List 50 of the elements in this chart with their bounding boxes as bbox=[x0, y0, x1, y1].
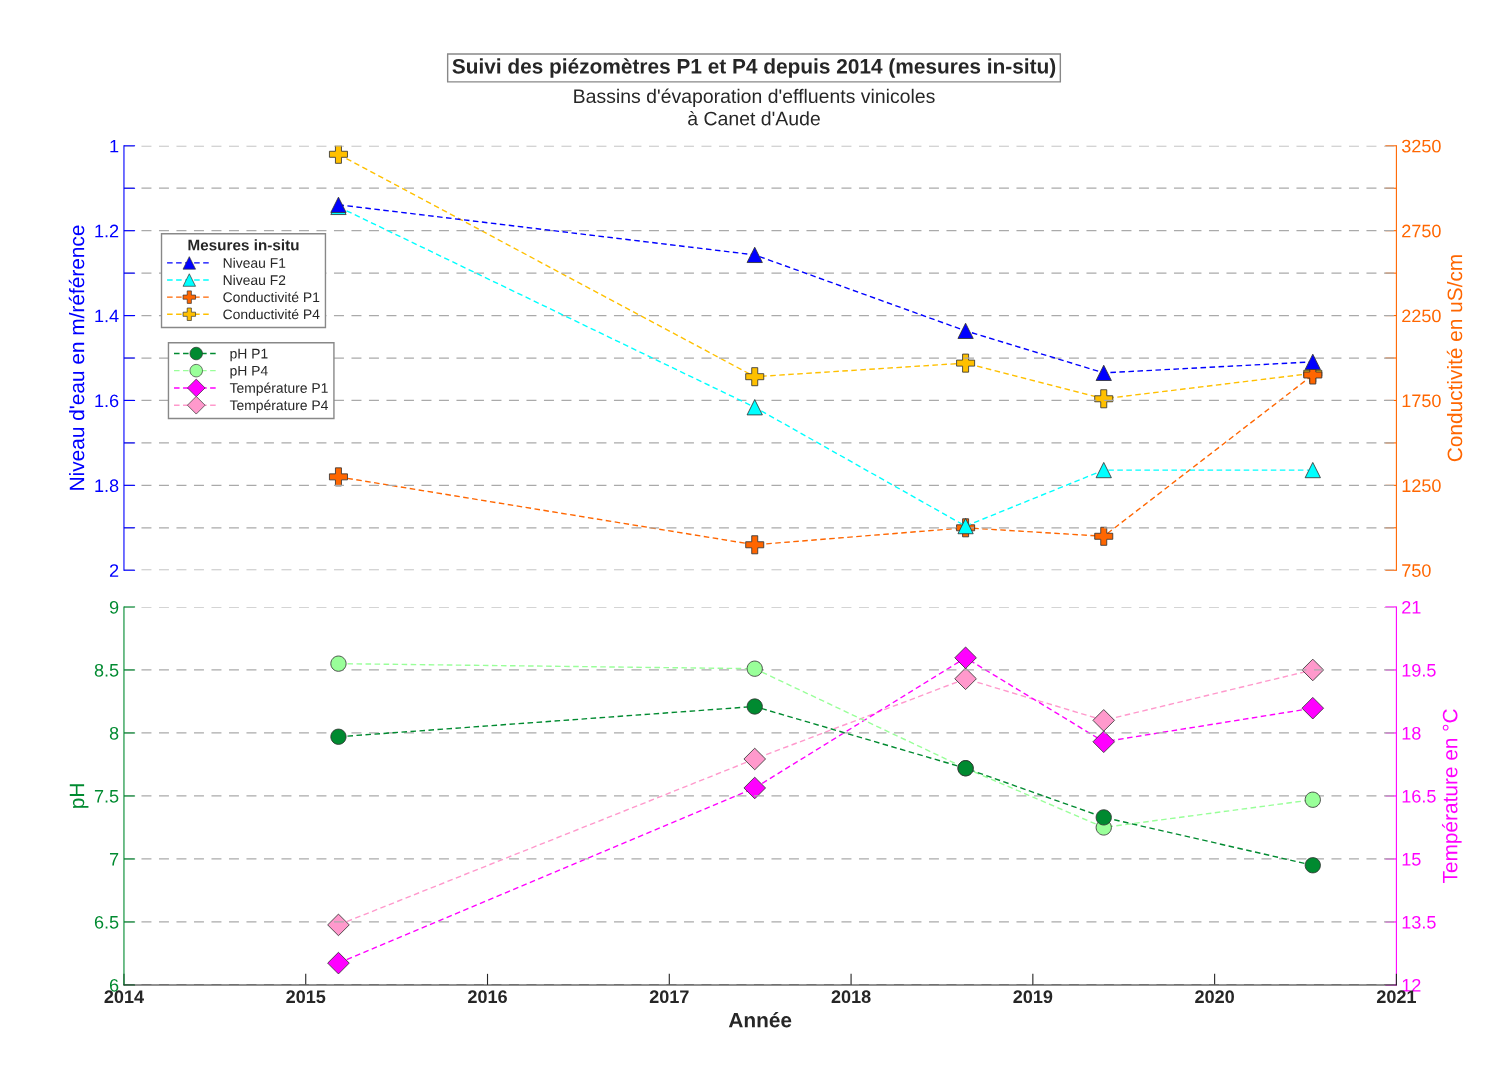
legend-label: Niveau F2 bbox=[223, 274, 286, 286]
y-tick-label: 8 bbox=[109, 726, 119, 740]
chart-subtitle: Bassins d'évaporation d'effluents vinicoles à Canet d'Aude bbox=[574, 88, 935, 126]
y-axis-title: Niveau d'eau en m/référence bbox=[68, 225, 85, 490]
y-tick-label: 9 bbox=[109, 600, 119, 614]
legend-label: Conductivité P1 bbox=[223, 291, 320, 303]
legend-label: Température P1 bbox=[229, 382, 328, 396]
y2-tick-label: 18 bbox=[1402, 726, 1421, 740]
x-axis-title: Année bbox=[728, 1012, 792, 1028]
y-tick-label: 7.5 bbox=[94, 790, 119, 803]
y2-tick-label: 750 bbox=[1402, 564, 1431, 577]
y2-tick-label: 1750 bbox=[1402, 394, 1441, 408]
y-tick-label: 1.6 bbox=[95, 394, 119, 408]
x-tick-label: 2016 bbox=[468, 990, 507, 1004]
legend-label: pH P1 bbox=[230, 348, 268, 362]
y-tick-label: 2 bbox=[109, 564, 119, 577]
legend-title: Mesures in-situ bbox=[188, 239, 299, 251]
x-tick-label: 2018 bbox=[831, 990, 871, 1004]
y-tick-label: 6 bbox=[109, 978, 119, 992]
y-tick-label: 1.8 bbox=[95, 479, 119, 493]
y-tick-label: 1 bbox=[110, 139, 119, 153]
y2-axis-title: Conductivité en uS/cm bbox=[1446, 255, 1463, 462]
legend-label: Température P4 bbox=[229, 399, 328, 413]
y-tick-label: 1.4 bbox=[95, 309, 119, 323]
x-tick-label: 2021 bbox=[1376, 990, 1416, 1004]
chart-title: Suivi des piézomètres P1 et P4 depuis 2014 (mesures in-situ) bbox=[452, 58, 1056, 78]
y2-tick-label: 1250 bbox=[1402, 479, 1441, 493]
y2-axis-title: Température en °C bbox=[1441, 709, 1462, 884]
x-tick-label: 2019 bbox=[1013, 990, 1053, 1004]
x-tick-label: 2017 bbox=[649, 990, 689, 1004]
y2-tick-label: 2750 bbox=[1402, 224, 1441, 238]
y-axis-title: pH bbox=[69, 784, 89, 808]
y2-tick-label: 19.5 bbox=[1402, 663, 1436, 677]
legend-label: pH P4 bbox=[230, 365, 268, 379]
y-tick-label: 1.2 bbox=[95, 224, 119, 238]
y-tick-label: 6.5 bbox=[94, 915, 119, 929]
y2-tick-label: 3250 bbox=[1401, 139, 1441, 153]
y2-tick-label: 15 bbox=[1402, 853, 1421, 866]
legend-label: Conductivité P4 bbox=[223, 308, 320, 320]
y2-tick-label: 21 bbox=[1402, 600, 1421, 614]
y-tick-label: 7 bbox=[109, 853, 119, 866]
y2-tick-label: 2250 bbox=[1402, 309, 1441, 323]
y2-tick-label: 12 bbox=[1402, 978, 1421, 992]
x-tick-label: 2020 bbox=[1195, 990, 1234, 1004]
legend-label: Niveau F1 bbox=[223, 257, 286, 268]
y2-tick-label: 16.5 bbox=[1402, 789, 1436, 803]
y2-tick-label: 13.5 bbox=[1402, 915, 1436, 929]
y-tick-label: 8.5 bbox=[94, 663, 119, 677]
x-tick-label: 2015 bbox=[286, 990, 326, 1004]
x-tick-label: 2014 bbox=[104, 990, 144, 1004]
